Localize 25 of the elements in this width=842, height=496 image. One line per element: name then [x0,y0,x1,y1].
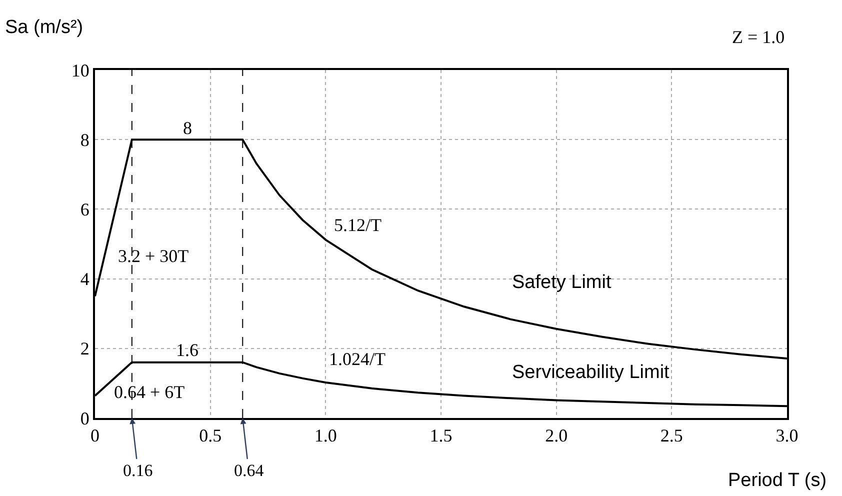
annotation: Safety Limit [512,272,612,293]
text: Z = 1.0 [732,27,785,47]
ref-line-label: 0.64 [234,461,264,480]
x-tick-label: 2.0 [545,426,568,446]
x-axis-title: Period T (s) [728,470,827,491]
annotation: Serviceability Limit [512,362,670,383]
annotation: 5.12/T [334,215,382,235]
y-axis-title: Sa (m/s²) [5,17,84,38]
y-tick-label: 8 [80,130,90,150]
y-tick-label: 4 [80,269,90,290]
x-tick-label: 1.0 [314,426,337,446]
annotation: 3.2 + 30T [118,246,189,266]
y-tick-label: 0 [80,408,90,428]
annotation: 8 [183,118,192,138]
annotation: 0.64 + 6T [114,382,185,402]
x-tick-label: 3.0 [776,426,798,446]
y-tick-label: 10 [71,60,90,80]
annotation: 1.024/T [329,349,386,369]
x-tick-label: 1.5 [430,426,452,446]
y-tick-label: 6 [80,200,90,220]
y-tick-label: 2 [80,338,90,359]
annotation: 1.6 [176,340,198,360]
x-tick-label: 0.5 [199,426,222,446]
ref-line-label: 0.16 [123,461,153,480]
x-tick-label: 2.5 [660,426,683,446]
